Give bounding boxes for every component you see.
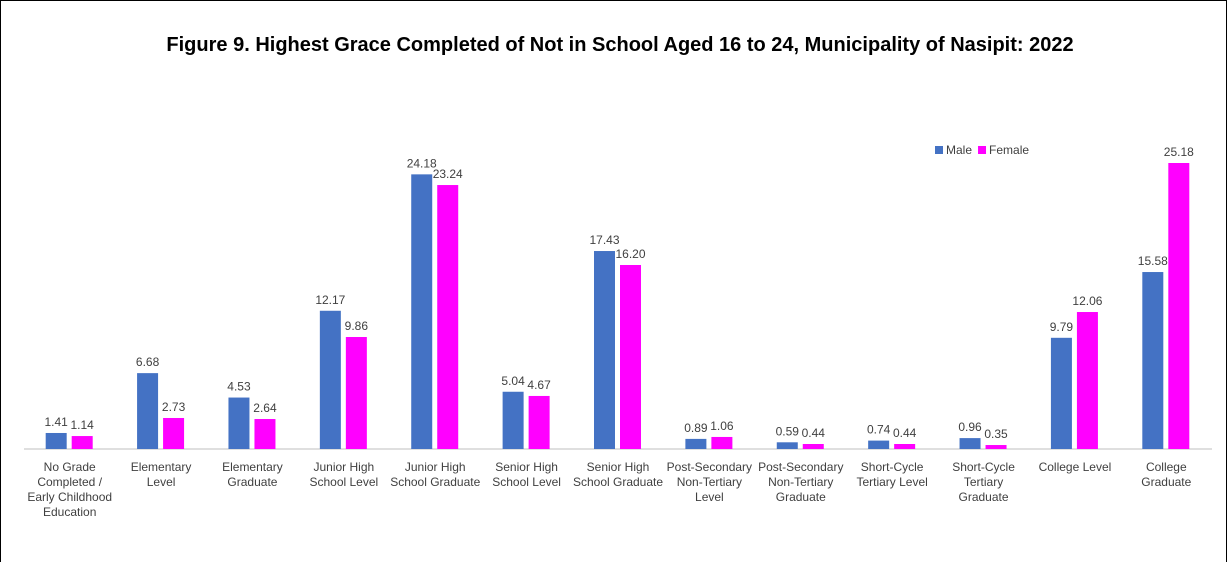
data-label: 12.17 [315, 293, 345, 307]
bar [776, 442, 798, 449]
bar [254, 419, 276, 449]
data-label: 0.59 [776, 424, 800, 438]
x-tick-label: Short-Cycle Tertiary Graduate [952, 460, 1015, 504]
x-tick-label: Senior High School Level [492, 460, 561, 489]
bar [802, 444, 824, 449]
x-tick-label: No Grade Completed / Early Childhood Edu… [27, 460, 113, 519]
bar [868, 440, 890, 449]
data-label: 16.20 [615, 247, 645, 261]
data-label: 17.43 [589, 233, 619, 247]
data-label: 24.18 [407, 156, 437, 170]
bar [228, 397, 250, 449]
bar [502, 391, 524, 449]
data-label: 0.44 [802, 426, 826, 440]
x-tick-label: Junior High School Graduate [390, 460, 481, 489]
legend-label: Male [946, 143, 972, 157]
data-label: 0.44 [893, 426, 917, 440]
data-label: 25.18 [1164, 145, 1194, 159]
bar [1076, 312, 1098, 449]
x-tick-label: Post-Secondary Non-Tertiary Graduate [758, 460, 844, 504]
data-label: 23.24 [433, 167, 463, 181]
bar [411, 174, 433, 449]
bar [437, 185, 459, 449]
data-label: 15.58 [1138, 254, 1168, 268]
bar [45, 432, 67, 449]
bar [620, 264, 641, 449]
bar [959, 438, 981, 449]
data-label: 0.96 [958, 420, 982, 434]
x-tick-label: Post-Secondary Non-Tertiary Level [666, 460, 753, 504]
chart-title: Figure 9. Highest Grace Completed of Not… [166, 34, 1074, 56]
x-tick-label: College Level [1038, 460, 1112, 474]
data-label: 4.67 [527, 378, 551, 392]
bar [1142, 272, 1164, 449]
bar [1168, 163, 1190, 449]
bar [163, 417, 185, 449]
bar [528, 395, 550, 449]
legend-swatch [935, 146, 943, 154]
data-label: 2.64 [253, 401, 277, 415]
legend-swatch [978, 146, 987, 154]
x-tick-label: Short-Cycle Tertiary Level [856, 460, 928, 489]
data-label: 1.14 [71, 418, 95, 432]
x-tick-label: Elementary Graduate [222, 460, 283, 489]
x-tick-label: Senior High School Graduate [572, 460, 664, 489]
data-label: 1.41 [45, 415, 69, 429]
bar [1050, 337, 1072, 449]
data-label: 9.86 [345, 319, 369, 333]
bar [319, 310, 341, 449]
bar [985, 445, 1007, 449]
bar [685, 438, 707, 449]
x-tick-label: Elementary Level [130, 460, 192, 489]
data-label: 9.79 [1050, 320, 1074, 334]
data-label: 0.35 [984, 427, 1008, 441]
data-label: 2.73 [162, 400, 186, 414]
x-tick-label: College Graduate [1141, 460, 1192, 489]
bar [71, 436, 93, 449]
data-label: 5.04 [501, 374, 525, 388]
legend-label: Female [989, 143, 1029, 157]
bar [137, 373, 159, 449]
x-tick-label: Junior High School Level [309, 460, 379, 489]
bar [894, 444, 916, 449]
bar [345, 337, 367, 449]
bar [711, 436, 733, 449]
data-label: 0.89 [684, 421, 708, 435]
data-label: 4.53 [227, 380, 251, 394]
data-label: 1.06 [710, 419, 734, 433]
bar [594, 251, 615, 449]
data-label: 12.06 [1072, 294, 1102, 308]
data-label: 0.74 [867, 423, 891, 437]
data-label: 6.68 [136, 355, 160, 369]
